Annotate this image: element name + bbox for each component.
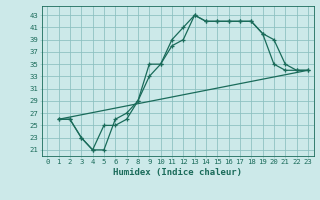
X-axis label: Humidex (Indice chaleur): Humidex (Indice chaleur) [113, 168, 242, 177]
